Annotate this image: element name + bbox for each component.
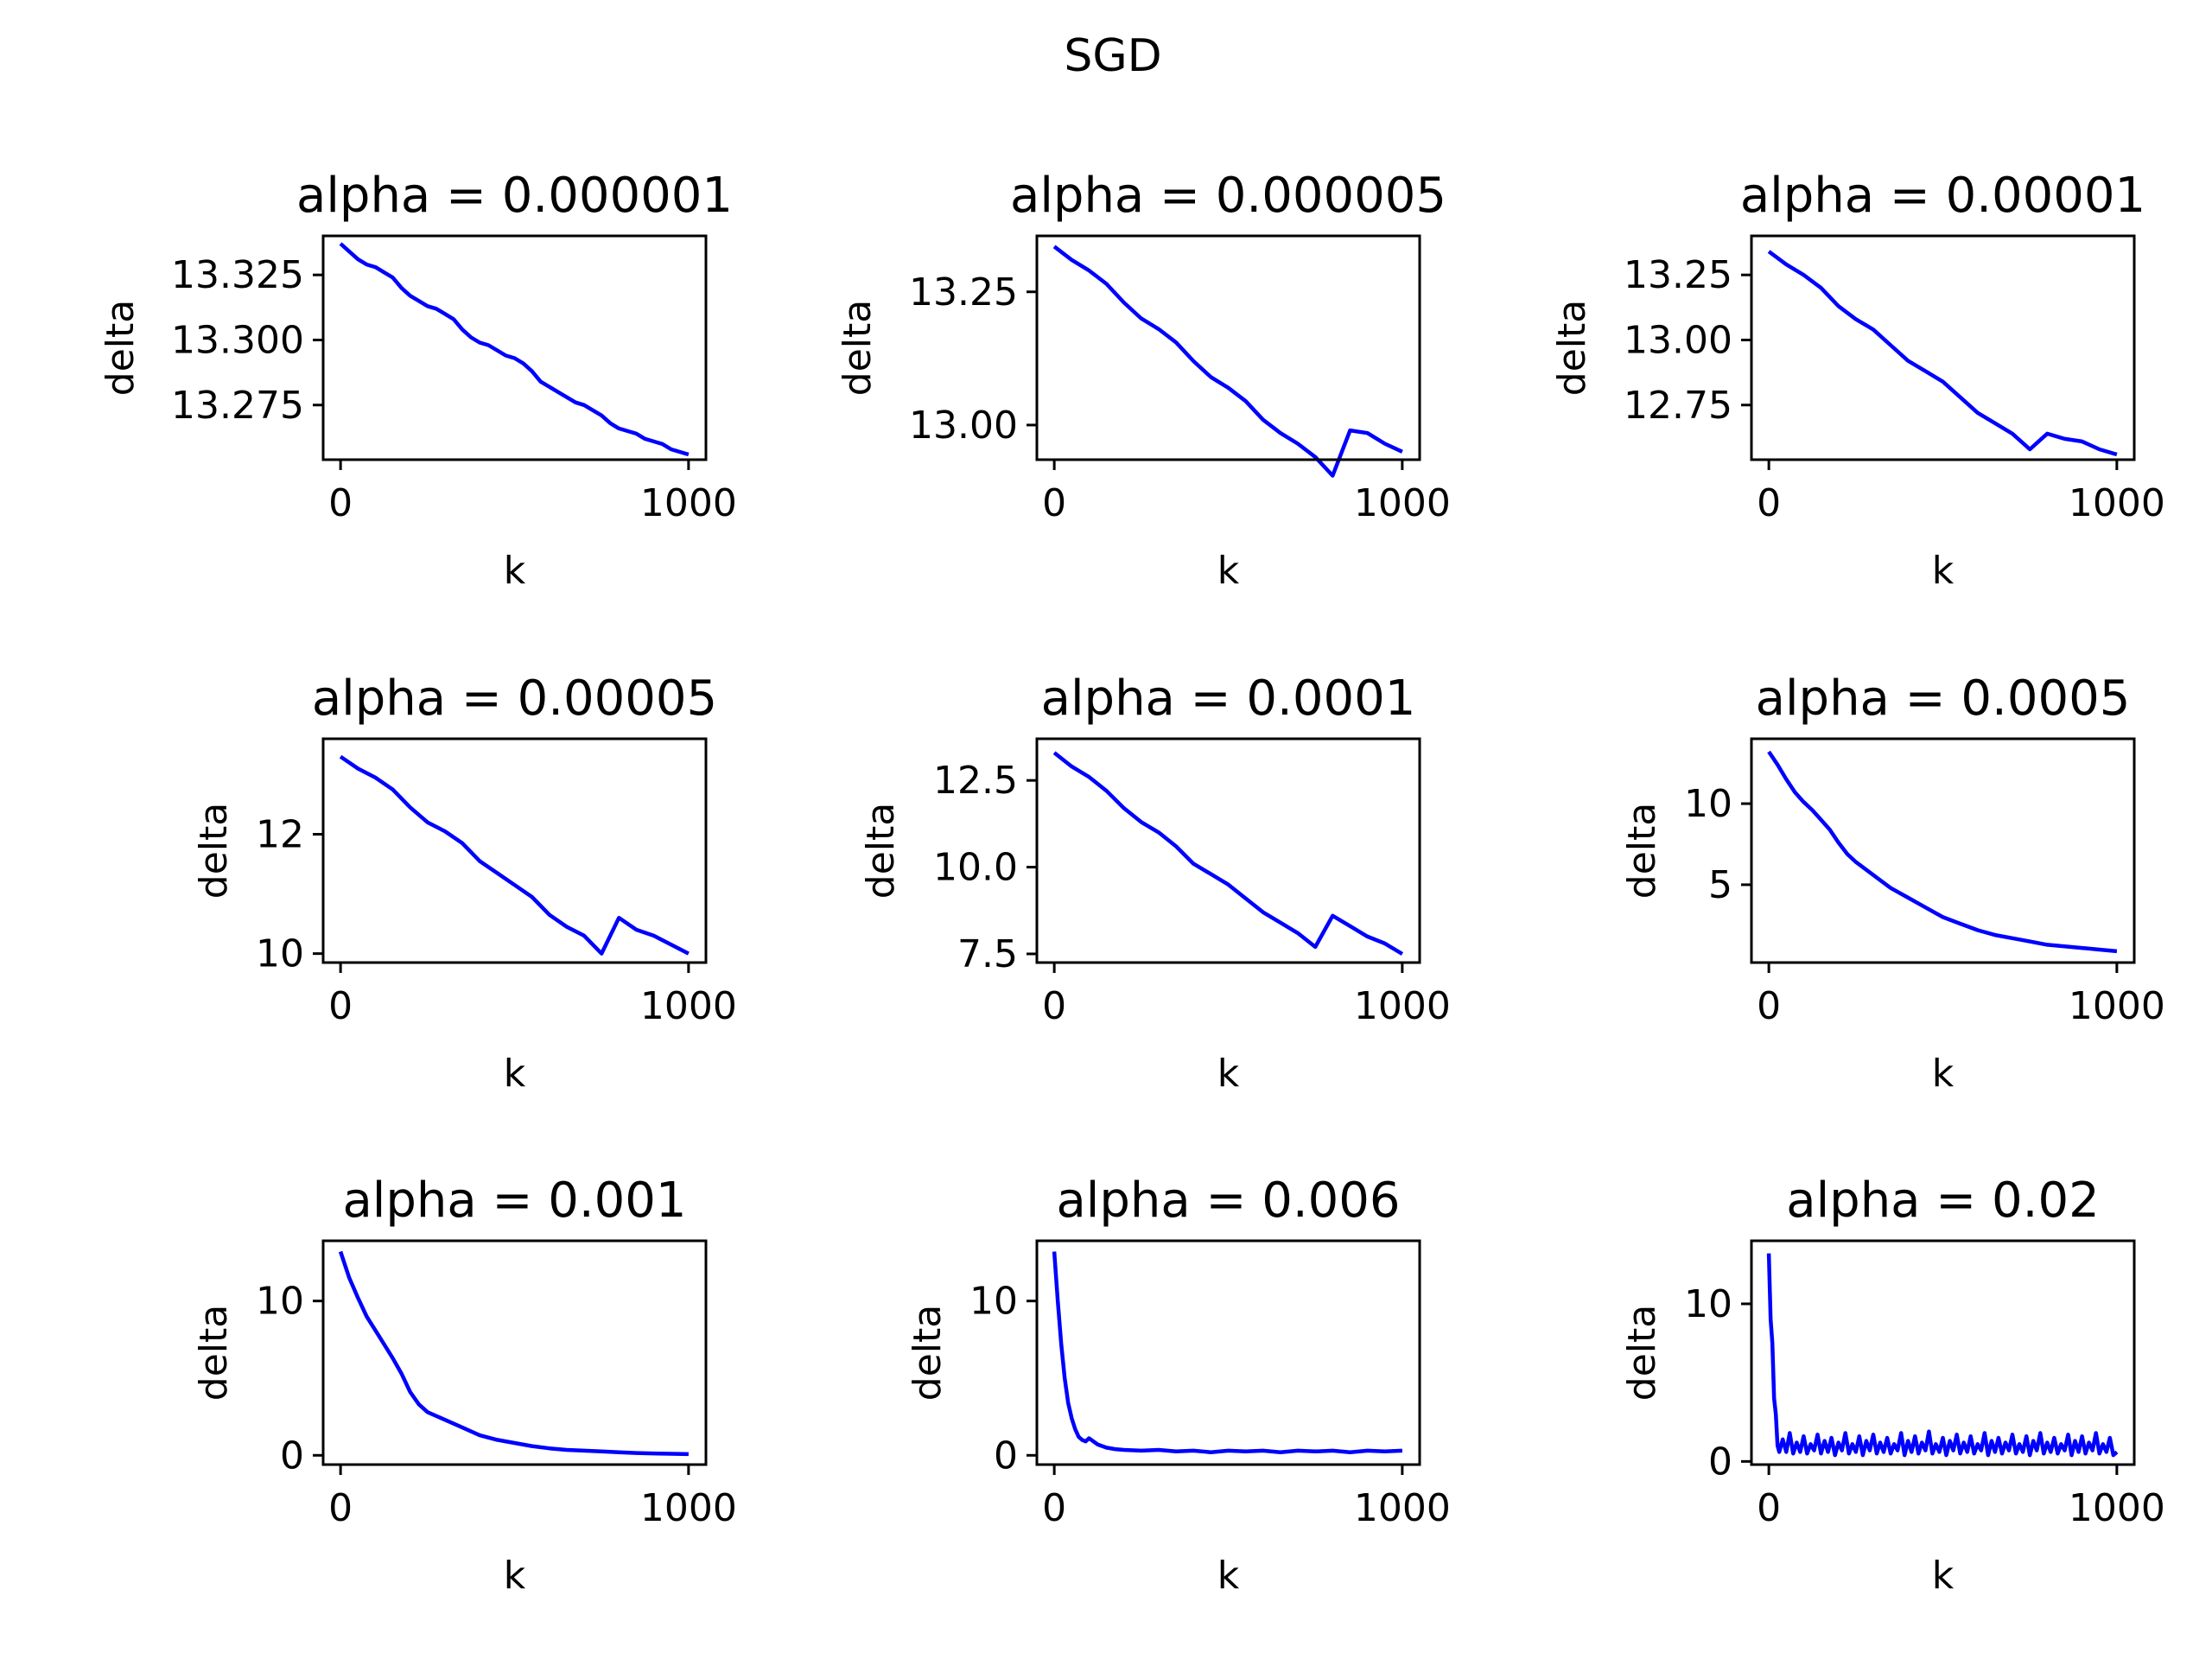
subplot-title: alpha = 0.00005 <box>312 671 717 727</box>
y-axis-label: delta <box>1550 300 1594 396</box>
y-axis-label: delta <box>192 1305 236 1401</box>
subplot-9: 0 1000 0 10 alpha = 0.02 k delta <box>1620 1173 2165 1598</box>
x-tick-label: 1000 <box>640 1486 737 1530</box>
x-tick-label: 1000 <box>2069 1486 2165 1530</box>
y-axis-label: delta <box>906 1305 950 1401</box>
x-axis-label: k <box>1217 1554 1240 1598</box>
x-axis-label: k <box>504 1052 526 1096</box>
x-tick-label: 0 <box>328 984 353 1028</box>
x-tick-label: 0 <box>1042 1486 1066 1530</box>
subplot-8: 0 1000 0 10 alpha = 0.006 k delta <box>906 1173 1451 1598</box>
subplot-7: 0 1000 0 10 alpha = 0.001 k delta <box>192 1173 737 1598</box>
y-tick-label: 13.00 <box>909 404 1018 448</box>
series-line <box>1052 1251 1403 1454</box>
y-tick-label: 10 <box>969 1280 1018 1324</box>
x-tick-label: 1000 <box>640 984 737 1028</box>
axes-frame <box>321 234 708 461</box>
y-axis-label: delta <box>1620 803 1664 899</box>
axes-frame <box>321 1239 708 1466</box>
y-tick-label: 0 <box>280 1433 304 1478</box>
series-line <box>1767 750 2118 954</box>
subplot-1: 0 1000 13.275 13.300 13.325 alpha = 0.000001 k… <box>99 168 737 593</box>
series-line <box>339 754 690 956</box>
y-tick-label: 12 <box>256 813 304 857</box>
series-line <box>1052 751 1404 956</box>
y-tick-label: 13.25 <box>909 270 1018 315</box>
subplot-title: alpha = 0.001 <box>342 1173 686 1229</box>
figure-title: SGD <box>1064 30 1161 82</box>
x-tick-label: 1000 <box>1354 984 1451 1028</box>
subplot-4: 0 1000 10 12 alpha = 0.00005 k delta <box>192 671 737 1096</box>
axes-frame <box>1750 737 2136 964</box>
subplot-title: alpha = 0.000005 <box>1010 168 1446 224</box>
x-tick-label: 1000 <box>1354 1486 1451 1530</box>
x-tick-label: 0 <box>328 481 353 525</box>
y-tick-label: 12.5 <box>933 759 1018 803</box>
axes-frame <box>321 737 708 964</box>
y-axis-label: delta <box>192 803 236 899</box>
axes-frame <box>1035 234 1421 461</box>
y-axis-label: delta <box>1620 1305 1664 1401</box>
axes-frame <box>1750 234 2136 461</box>
series-line <box>1052 245 1403 478</box>
y-tick-label: 5 <box>1708 863 1732 907</box>
subplot-title: alpha = 0.0005 <box>1756 671 2131 727</box>
y-tick-label: 10 <box>1684 782 1732 826</box>
subplot-2: 0 1000 13.00 13.25 alpha = 0.000005 k delta <box>836 168 1451 593</box>
y-tick-label: 13.25 <box>1624 253 1732 297</box>
x-axis-label: k <box>1932 549 1955 593</box>
x-tick-label: 0 <box>1757 1486 1781 1530</box>
x-axis-label: k <box>1217 1052 1240 1096</box>
x-tick-label: 0 <box>1757 984 1781 1028</box>
y-tick-label: 13.00 <box>1624 318 1732 362</box>
y-tick-label: 0 <box>994 1433 1018 1478</box>
y-tick-label: 10.0 <box>933 846 1018 890</box>
subplot-title: alpha = 0.0001 <box>1041 671 1416 727</box>
y-tick-label: 10 <box>256 932 304 976</box>
series-line <box>338 1250 689 1457</box>
y-tick-label: 7.5 <box>957 932 1018 976</box>
y-axis-label: delta <box>859 803 903 899</box>
subplot-title: alpha = 0.02 <box>1786 1173 2099 1229</box>
x-tick-label: 0 <box>1042 481 1066 525</box>
subplot-6: 0 1000 5 10 alpha = 0.0005 k delta <box>1620 671 2165 1096</box>
x-axis-label: k <box>504 1554 526 1598</box>
y-tick-label: 13.325 <box>171 253 304 297</box>
axes-frame <box>1750 1239 2136 1466</box>
x-tick-label: 0 <box>328 1486 353 1530</box>
subplot-title: alpha = 0.00001 <box>1740 168 2145 224</box>
series-line <box>339 242 690 457</box>
axes-frame <box>1035 737 1421 964</box>
subplot-title: alpha = 0.006 <box>1056 1173 1400 1229</box>
axes-frame <box>1035 1239 1421 1466</box>
y-tick-label: 10 <box>256 1280 304 1324</box>
y-tick-label: 0 <box>1708 1440 1732 1484</box>
y-tick-label: 12.75 <box>1624 384 1732 428</box>
y-axis-label: delta <box>836 300 880 396</box>
subplot-title: alpha = 0.000001 <box>296 168 733 224</box>
x-tick-label: 0 <box>1757 481 1781 525</box>
x-axis-label: k <box>504 549 526 593</box>
x-tick-label: 0 <box>1042 984 1066 1028</box>
x-axis-label: k <box>1217 549 1240 593</box>
y-tick-label: 10 <box>1684 1282 1732 1326</box>
y-axis-label: delta <box>99 300 143 396</box>
series-line <box>1767 250 2118 457</box>
y-tick-label: 13.300 <box>171 318 304 362</box>
subplot-5: 0 1000 7.5 10.0 12.5 alpha = 0.0001 k delta <box>859 671 1451 1096</box>
x-axis-label: k <box>1932 1052 1955 1096</box>
x-tick-label: 1000 <box>2069 984 2165 1028</box>
y-tick-label: 13.275 <box>171 384 304 428</box>
x-tick-label: 1000 <box>2069 481 2165 525</box>
x-tick-label: 1000 <box>1354 481 1451 525</box>
x-axis-label: k <box>1932 1554 1955 1598</box>
x-tick-label: 1000 <box>640 481 737 525</box>
series-line <box>1766 1253 2119 1458</box>
